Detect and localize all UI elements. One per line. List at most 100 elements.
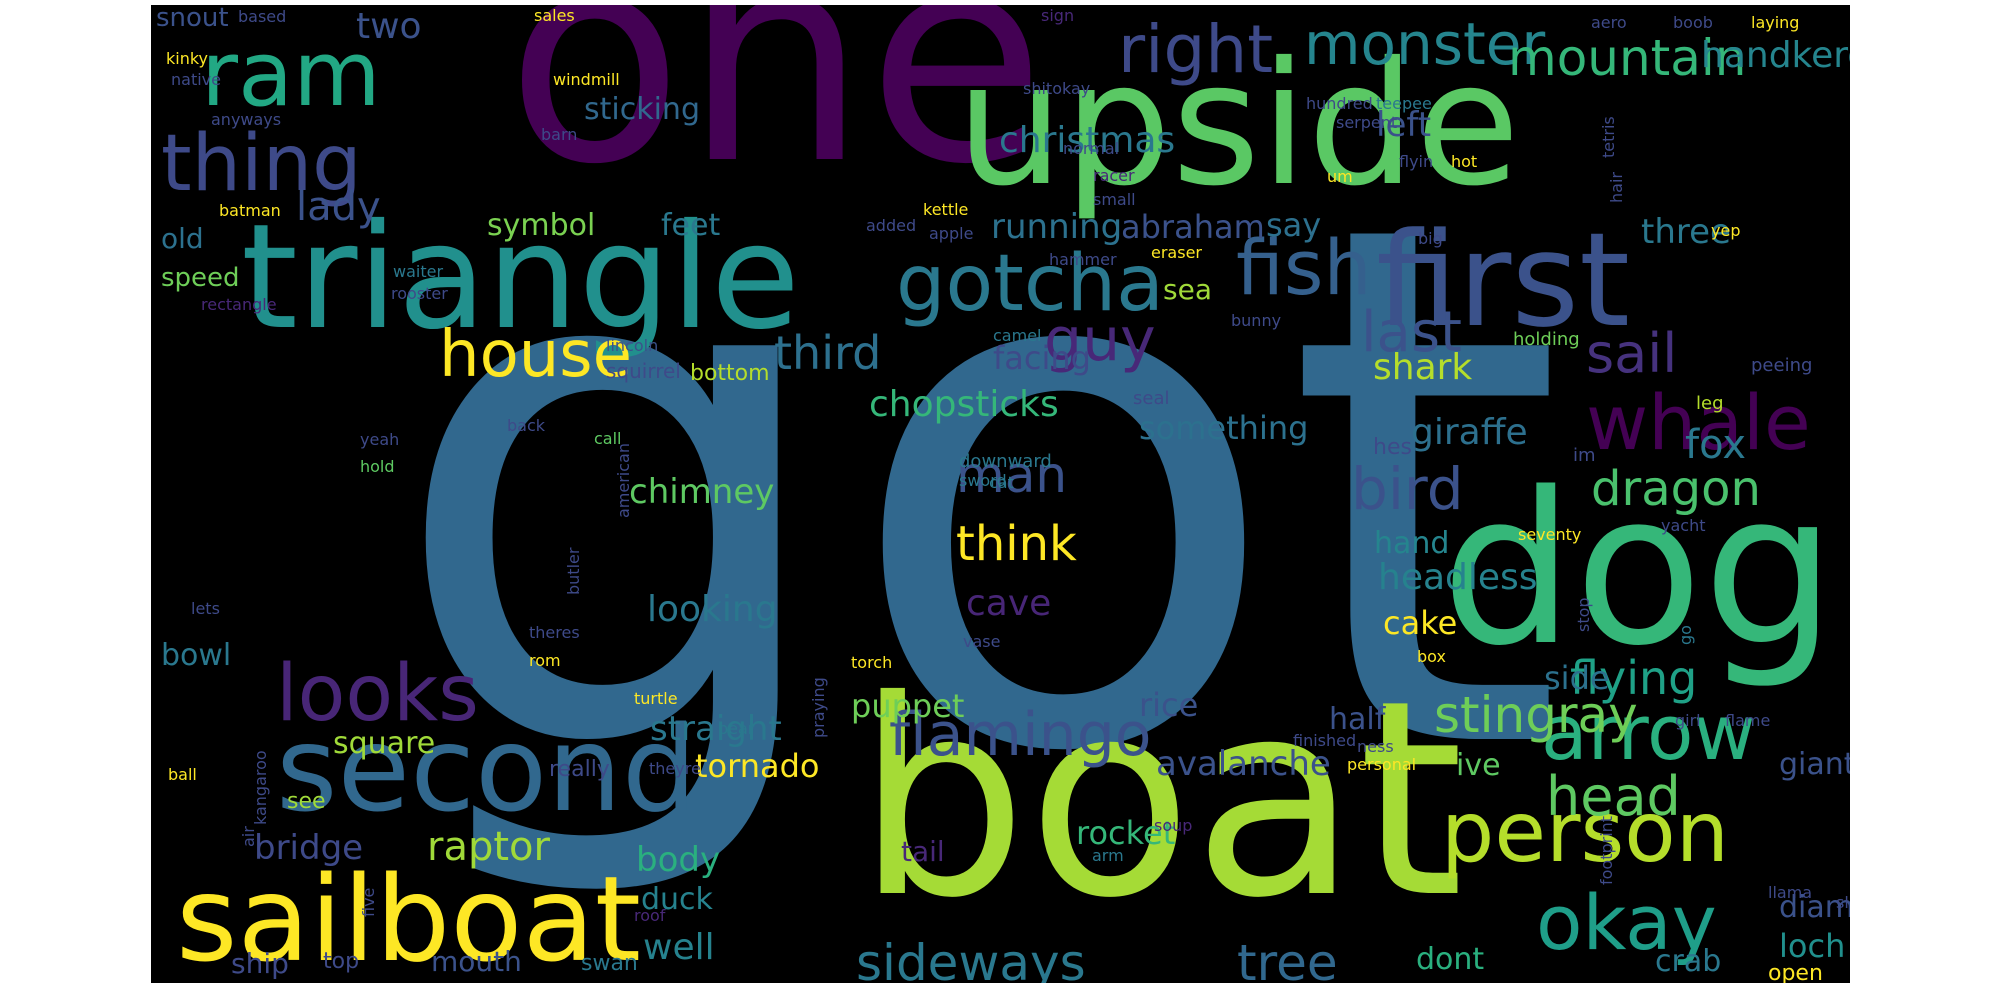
word-waiter: holding [1513, 329, 1580, 350]
word-hot: kettle [923, 200, 969, 219]
word-loch: rice [1139, 686, 1199, 724]
word-right: okay [1536, 878, 1717, 967]
word-ask: finished [1293, 731, 1357, 750]
word-houseboat: roof [634, 906, 666, 925]
word-chimney: two [356, 6, 422, 47]
word-crab: puppet [851, 687, 965, 725]
word-bowl: diamond [1779, 890, 1850, 925]
word-add: american [614, 443, 633, 518]
word-mountain: head [1546, 765, 1681, 828]
word-footprint: sign [1041, 6, 1075, 25]
word-eraser: really [549, 757, 610, 782]
word-see: loch [1779, 927, 1846, 965]
word-im: tail [901, 835, 945, 868]
word-racer: eraser [1151, 243, 1202, 262]
word-back: old [161, 222, 204, 255]
word-key: theyre [649, 759, 701, 778]
word-lincoln: mouth [431, 945, 522, 978]
word-personal: based [238, 7, 287, 26]
word-hes: rocket [1076, 814, 1176, 852]
word-fox: left [1376, 105, 1432, 145]
word-headless: running [991, 207, 1123, 247]
word-swan: duck [641, 882, 713, 917]
word-body: chimney [629, 472, 775, 512]
word-looks: fish [1236, 223, 1372, 312]
word-giant: hand [1374, 526, 1450, 561]
word-hand: say [1266, 206, 1322, 244]
word-thing: ram [201, 22, 381, 127]
word-upside: upside [956, 26, 1520, 224]
word-may: praying [809, 677, 828, 738]
word-handkerchief: sideways [856, 934, 1086, 983]
word-ram: second [276, 700, 697, 838]
word-think: bird [1351, 455, 1464, 523]
word-arrow: looks [276, 649, 479, 739]
word-leg: sticking [584, 92, 700, 127]
word-letter: vase [963, 632, 1001, 651]
word-lets: stop [1574, 597, 1593, 632]
word-one: one [506, 5, 1046, 228]
word-camel: ship [231, 947, 289, 980]
word-boob: waiter [393, 262, 444, 281]
word-old: side [1544, 659, 1610, 697]
word-native: downward [959, 451, 1052, 472]
word-kangaroo: box [1417, 647, 1446, 666]
word-plate: lets [191, 599, 220, 618]
word-dragon: handkerchief [1701, 35, 1850, 76]
word-bottom: open [1768, 961, 1823, 984]
word-rice: chopsticks [869, 384, 1059, 425]
word-dog: dog [1441, 447, 1837, 692]
word-butler: seventy [1518, 525, 1582, 544]
word-ball: go [1676, 625, 1695, 645]
word-anyways: leg [1696, 393, 1724, 414]
word-soup: normal [1063, 139, 1120, 158]
word-gotcha: thing [161, 119, 362, 209]
word-flying: guy [1044, 305, 1156, 375]
word-iron: llama [1768, 883, 1813, 902]
word-air: ness [1357, 737, 1394, 756]
word-kettle: lincoln [606, 336, 659, 355]
word-theres: tetris [1599, 116, 1618, 158]
word-big: bowl [161, 638, 232, 673]
word-small: hammer [1049, 250, 1117, 269]
word-sail: right [1118, 11, 1274, 88]
word-picture: kangaroo [251, 750, 270, 825]
word-fat: slant [1836, 893, 1850, 912]
word-ive: giraffe [1411, 412, 1528, 453]
word-turtle: boob [1673, 13, 1713, 32]
word-half: headless [1378, 557, 1538, 598]
word-downward: symbol [487, 208, 596, 243]
word-boat: boat [856, 642, 1464, 957]
word-barn: peeing [1751, 355, 1813, 376]
word-stingray: dragon [1591, 461, 1761, 517]
word-left: stingray [1434, 686, 1638, 744]
word-girl: shitokay [1023, 79, 1091, 98]
word-abraham: bridge [254, 828, 364, 868]
word-first: first [1376, 204, 1631, 356]
word-laying: rooster [391, 284, 448, 303]
word-whale: tree [1237, 934, 1338, 983]
word-rectangle: hes [1373, 435, 1412, 460]
word-four: rom [529, 651, 561, 670]
word-made: footprint [1597, 815, 1616, 885]
word-second: sailboat [176, 850, 642, 983]
word-third: sail [1586, 322, 1678, 385]
word-aero: added [866, 216, 917, 235]
word-hundred: bunny [1231, 311, 1282, 330]
word-dont: tornado [695, 747, 820, 785]
word-hair: batman [219, 201, 281, 220]
word-really: crab [1655, 944, 1722, 979]
word-five: personal [1347, 755, 1417, 774]
word-avalanche: shark [1373, 347, 1473, 388]
word-guy: whale [1586, 378, 1811, 467]
word-feet: ive [1456, 748, 1501, 783]
word-bunny: speed [161, 263, 240, 293]
word-arm: racer [1093, 166, 1135, 185]
word-open: straight [650, 709, 782, 749]
word-torch: hot [1451, 152, 1478, 171]
word-record: five [359, 887, 378, 917]
word-fish: gotcha [896, 239, 1164, 329]
word-american: yacht [1661, 516, 1706, 535]
word-tree: arrow [1541, 688, 1756, 777]
word-giraffe: three [1641, 212, 1731, 252]
